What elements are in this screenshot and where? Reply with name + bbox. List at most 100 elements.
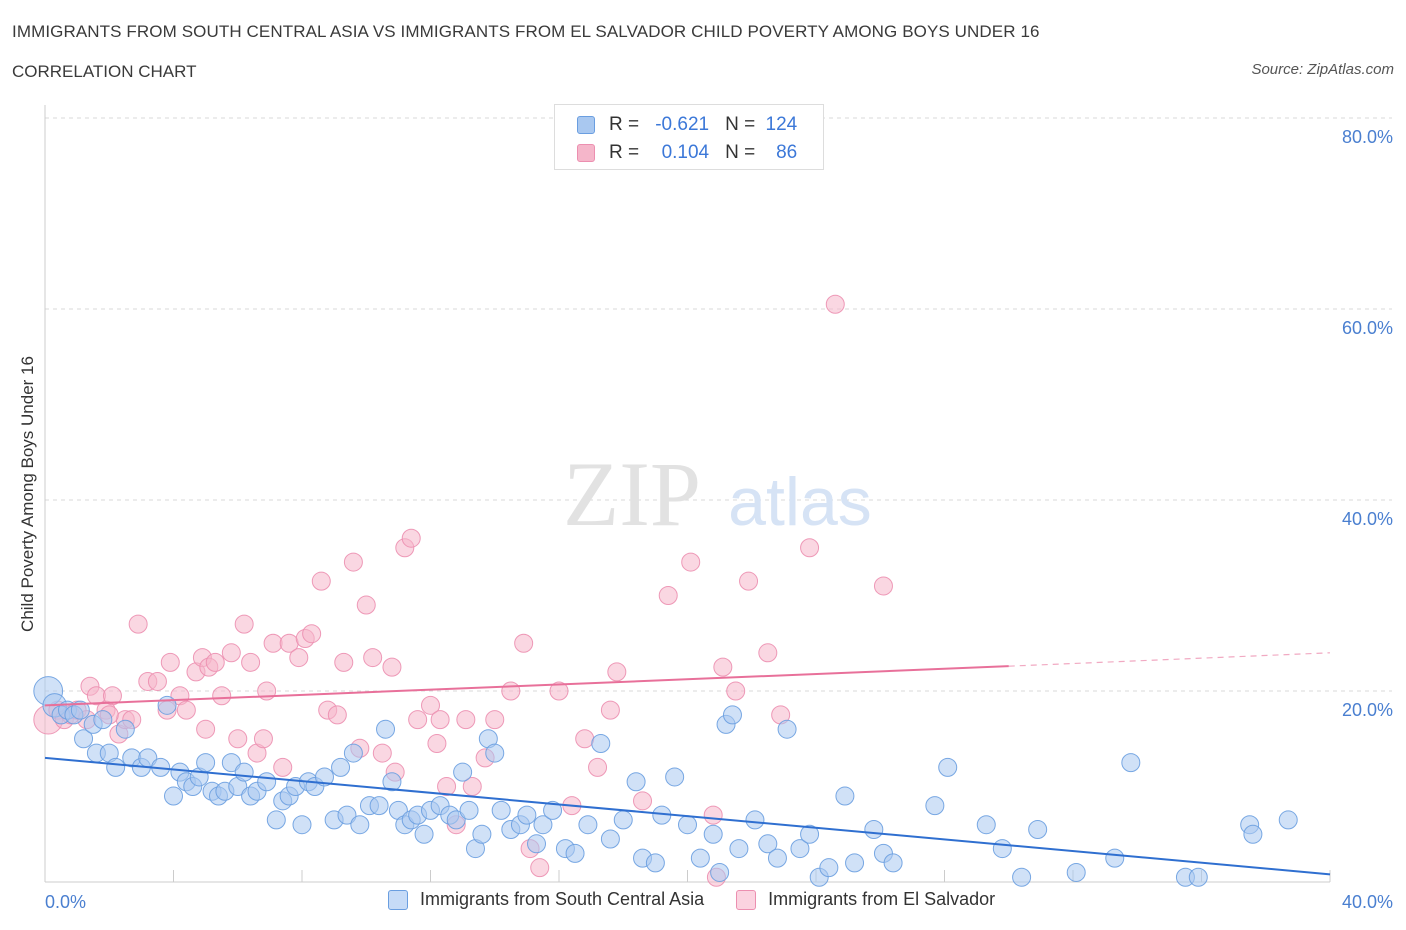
pink-data-point [311,571,331,591]
blue-data-point [745,810,765,830]
pink-data-point [825,294,845,314]
x-tick-label: 40.0% [1342,892,1393,912]
blue-data-point [800,824,820,844]
pink-data-point [401,528,421,548]
y-tick-label: 60.0% [1342,318,1393,338]
blue-data-point [613,810,633,830]
blue-data-point [690,848,710,868]
gridlines [45,117,1392,692]
blue-data-point [446,810,466,830]
series-swatch-blue [388,889,408,910]
pink-data-point [343,552,363,572]
pink-data-point [263,633,283,653]
pink-data-point [633,791,653,811]
legend-n-value: 124 [765,114,798,135]
legend-r-value: -0.621 [655,114,710,135]
blue-data-point [292,815,312,835]
pink-trend-extension [1008,652,1331,667]
pink-data-point [427,734,447,754]
pink-data-point [147,671,167,691]
legend-n-label: N = [725,114,756,135]
series-legend-label: Immigrants from South Central Asia [420,889,705,909]
pink-data-point [160,652,180,672]
pink-data-point [758,643,778,663]
blue-data-point [883,853,903,873]
blue-data-point [485,743,505,763]
legend-r-value: 0.104 [661,142,710,163]
pink-series-points [33,294,893,887]
blue-data-point [835,786,855,806]
series-legend-item-pink[interactable]: Immigrants from El Salvador [736,889,995,910]
pink-data-point [356,595,376,615]
pink-data-point [421,695,440,715]
pink-data-point [658,586,678,605]
pink-data-point [514,633,534,653]
pink-data-point [501,681,521,701]
pink-data-point [530,858,550,878]
pink-data-point [588,757,608,777]
pink-data-point [873,576,893,596]
pink-data-point [176,700,196,720]
blue-data-point [543,800,563,820]
pink-data-point [607,662,627,682]
blue-data-point [992,839,1012,859]
blue-data-point [1188,867,1208,887]
blue-data-point [472,824,492,844]
blue-data-point [710,862,730,882]
pink-data-point [549,681,569,701]
blue-data-point [343,743,363,763]
blue-data-point [758,834,778,854]
blue-data-point [645,853,665,873]
pink-data-point [372,743,392,763]
blue-data-point [517,805,537,825]
blue-data-point [578,815,598,835]
blue-data-point [369,796,389,816]
legend-row-pink: R = 0.104 N = 86 [577,141,797,165]
blue-data-point [864,819,884,839]
pink-data-point [437,777,457,796]
blue-data-point [665,767,685,787]
pink-data-point [228,729,248,749]
blue-data-point [453,762,473,782]
watermark: ZIP atlas [563,443,872,545]
blue-data-point [337,805,357,825]
pink-data-point [241,652,261,672]
blue-trend-line [44,756,1331,876]
blue-data-point [491,800,511,820]
pink-data-point [462,777,482,796]
blue-data-point [93,710,113,730]
blue-data-point [600,829,620,849]
blue-data-point [925,796,945,816]
blue-data-point [938,757,958,777]
series-legend-item-blue[interactable]: Immigrants from South Central Asia [388,889,704,910]
correlation-legend: R = -0.621 N = 124 R = 0.104 N = 86 [554,104,824,170]
chart-title: IMMIGRANTS FROM SOUTH CENTRAL ASIA VS IM… [12,22,1040,41]
blue-data-point [722,705,742,725]
pink-data-point [726,681,746,701]
pink-data-point [600,700,620,720]
pink-data-point [713,657,733,677]
blue-data-point [1028,819,1048,839]
blue-data-point [157,695,177,715]
blue-data-point [976,815,996,835]
pink-data-point [102,686,122,706]
blue-data-point [626,772,646,792]
pink-data-point [408,710,428,730]
blue-data-point [790,839,810,859]
pink-data-point [205,652,225,672]
pink-data-point [196,719,216,739]
blue-data-point [777,719,797,739]
blue-data-point [221,753,241,773]
legend-row-blue: R = -0.621 N = 124 [577,113,797,137]
pink-data-point [212,686,232,706]
pink-data-point [221,643,241,663]
blue-data-point [376,719,396,739]
series-swatch-pink [736,889,757,910]
pink-data-point [800,538,820,558]
pink-data-point [334,652,354,672]
blue-data-point [115,719,135,739]
blue-data-point [1012,867,1032,887]
legend-r-label: R = [609,142,640,163]
source-label: Source: ZipAtlas.com [1251,61,1394,78]
pink-data-point [327,705,347,725]
